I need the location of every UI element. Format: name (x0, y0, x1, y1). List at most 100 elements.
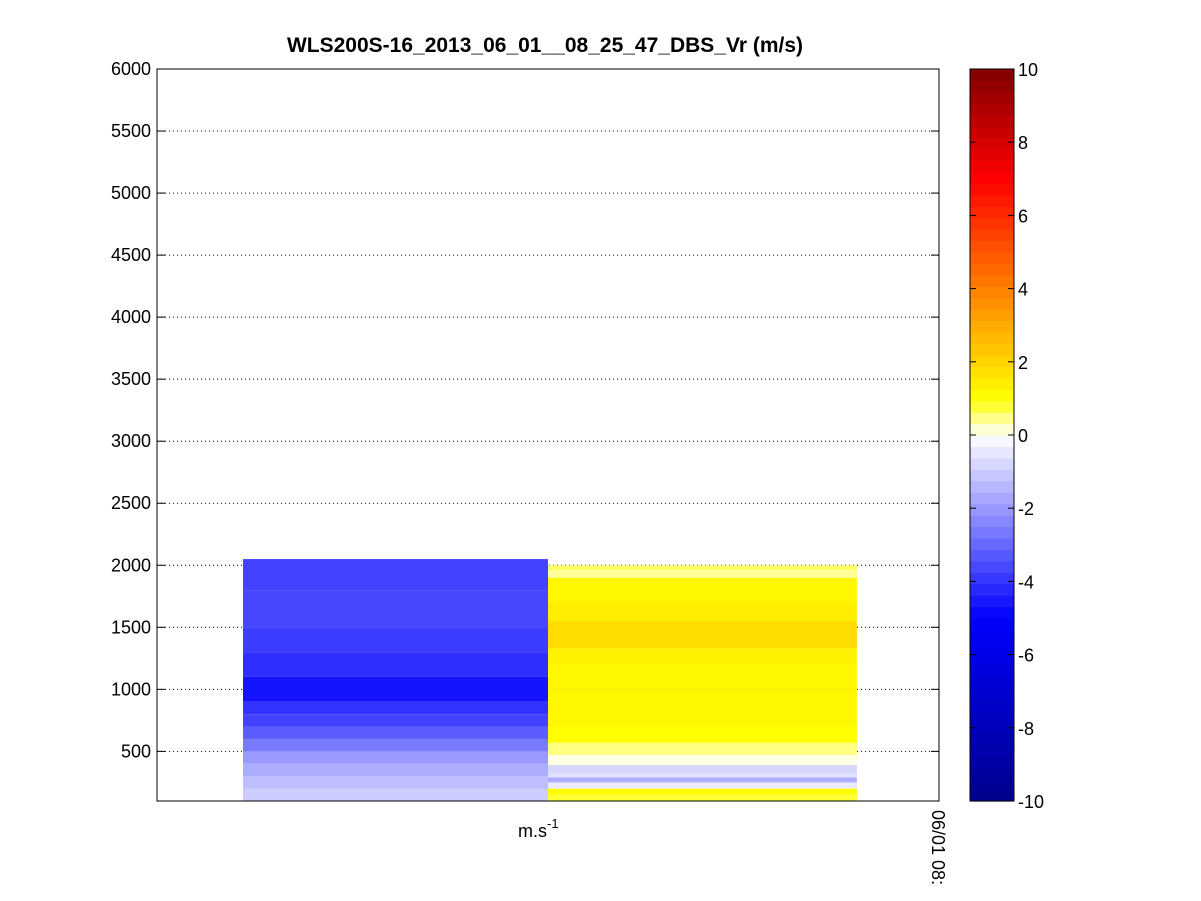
column-2-cell (548, 602, 857, 622)
colorbar-segment (970, 778, 1014, 791)
colorbar-segment (970, 675, 1014, 688)
column-2-cell (548, 755, 857, 766)
colorbar-ticks: -10 -8 -6 -4 -2 0 2 4 6 8 10 (970, 60, 1044, 812)
colorbar-gradient (970, 69, 1014, 802)
colorbar-segment (970, 755, 1014, 768)
chart-title: WLS200S-16_2013_06_01__08_25_47_DBS_Vr (… (287, 34, 803, 57)
x-axis-label-exponent: -1 (547, 816, 559, 831)
colorbar-segment (970, 766, 1014, 779)
colorbar-segment (970, 183, 1014, 196)
column-2-cell (548, 664, 857, 690)
colorbar-segment (970, 457, 1014, 470)
column-1-cell (243, 701, 548, 715)
colorbar-segment (970, 103, 1014, 116)
colorbar-segment (970, 686, 1014, 699)
colorbar-segment (970, 263, 1014, 276)
colorbar-tick-label: 0 (1018, 426, 1028, 446)
y-tick-label: 500 (121, 741, 151, 761)
plot-frame (156, 68, 940, 802)
column-1-cell (243, 788, 548, 801)
colorbar-segment (970, 377, 1014, 390)
colorbar-segment (970, 126, 1014, 139)
column-1-cell (243, 751, 548, 764)
colorbar-segment (970, 160, 1014, 173)
colorbar-tick-label: 6 (1018, 206, 1028, 226)
colorbar-tick-label: -6 (1018, 646, 1034, 666)
colorbar-segment (970, 252, 1014, 265)
colorbar-segment (970, 274, 1014, 287)
column-2-cell (548, 565, 857, 571)
y-tick-label: 5500 (111, 121, 151, 141)
colorbar-segment (970, 400, 1014, 413)
colorbar-tick-label: -8 (1018, 719, 1034, 739)
y-tick-label: 3000 (111, 431, 151, 451)
x-tick-label: 06/01 08: (928, 810, 948, 885)
x-axis-label: m.s-1 (518, 816, 559, 841)
column-1-cell (243, 726, 548, 739)
column-1-cell (243, 763, 548, 777)
y-tick-label: 4000 (111, 307, 151, 327)
column-2-cell (548, 621, 857, 649)
colorbar-segment (970, 435, 1014, 448)
column-2-cell (548, 742, 857, 756)
colorbar-segment (970, 698, 1014, 711)
colorbar-segment (970, 549, 1014, 562)
colorbar-segment (970, 446, 1014, 459)
colorbar-segment (970, 572, 1014, 585)
column-2-cell (548, 773, 857, 778)
colorbar-segment (970, 640, 1014, 653)
colorbar-segment (970, 114, 1014, 127)
colorbar-segment (970, 583, 1014, 596)
colorbar-segment (970, 286, 1014, 299)
colorbar-segment (970, 515, 1014, 528)
column-1-cell (243, 776, 548, 789)
y-tick-label: 2000 (111, 555, 151, 575)
colorbar-segment (970, 80, 1014, 93)
colorbar-segment (970, 171, 1014, 184)
column-1-cell (243, 559, 548, 591)
column-1-cell (243, 738, 548, 752)
colorbar-segment (970, 309, 1014, 322)
colorbar-segment (970, 423, 1014, 436)
colorbar-segment (970, 480, 1014, 493)
column-1-cell (243, 627, 548, 653)
colorbar-tick-label: -4 (1018, 572, 1034, 592)
colorbar-segment (970, 206, 1014, 219)
colorbar-segment (970, 69, 1014, 82)
colorbar-segment (970, 743, 1014, 756)
colorbar-segment (970, 537, 1014, 550)
column-1-cell (243, 714, 548, 727)
colorbar-segment (970, 332, 1014, 345)
y-tick-label: 2500 (111, 493, 151, 513)
colorbar-tick-label: -2 (1018, 499, 1034, 519)
colorbar-segment (970, 297, 1014, 310)
colorbar-segment (970, 492, 1014, 505)
colorbar-tick-label: 2 (1018, 353, 1028, 373)
heatmap-cells (243, 559, 857, 801)
colorbar-segment (970, 412, 1014, 425)
column-2-cell (548, 782, 857, 789)
y-tick-label: 1500 (111, 617, 151, 637)
colorbar-segment (970, 503, 1014, 516)
x-axis-label-base: m.s (518, 821, 547, 841)
colorbar-segment (970, 663, 1014, 676)
plot-area: 500 1000 1500 2000 2500 3000 3500 4000 4500 5000 5… (111, 59, 940, 802)
colorbar-segment (970, 720, 1014, 733)
colorbar-tick-label: 8 (1018, 133, 1028, 153)
column-2-cell (548, 726, 857, 743)
colorbar-segment (970, 629, 1014, 642)
colorbar-segment (970, 149, 1014, 162)
y-tick-label: 1000 (111, 679, 151, 699)
colorbar-segment (970, 229, 1014, 242)
y-tick-label: 4500 (111, 245, 151, 265)
column-2-cell (548, 577, 857, 603)
colorbar-segment (970, 652, 1014, 665)
colorbar-segment (970, 354, 1014, 367)
y-tick-label: 5000 (111, 183, 151, 203)
colorbar-segment (970, 560, 1014, 573)
colorbar-segment (970, 366, 1014, 379)
colorbar-segment (970, 137, 1014, 150)
colorbar-segment (970, 469, 1014, 482)
column-2-cell (548, 648, 857, 665)
